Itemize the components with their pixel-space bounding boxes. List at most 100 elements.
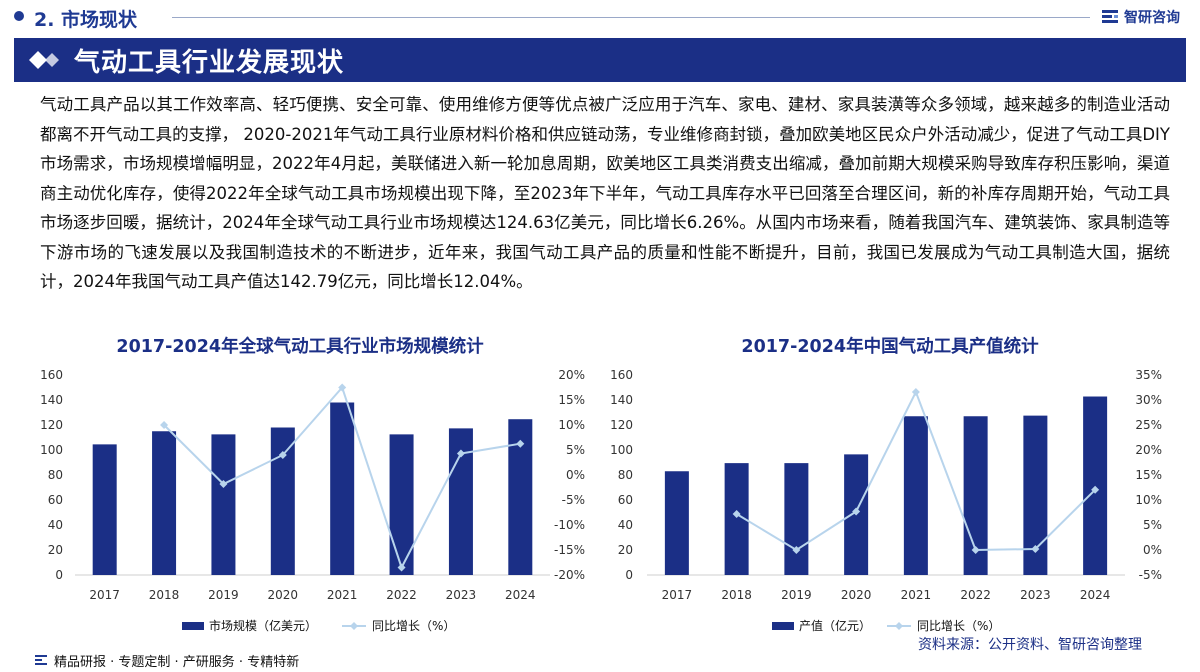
left-axis-tick-label: 0 [55,568,63,582]
growth-point [971,546,980,554]
growth-point [792,546,801,554]
right-axis-tick-label: 25% [1135,418,1162,432]
right-axis-tick-label: 30% [1135,393,1162,407]
bar [330,402,355,575]
x-axis-tick-label: 2019 [208,588,239,602]
x-axis-tick-label: 2017 [662,588,693,602]
x-axis-tick-label: 2018 [149,588,180,602]
x-axis-tick-label: 2022 [386,588,417,602]
growth-point [338,383,347,392]
x-axis-tick-label: 2019 [781,588,812,602]
diamond-bullets-icon [29,51,59,69]
left-axis-tick-label: 160 [610,368,633,382]
right-axis-tick-label: 20% [1135,443,1162,457]
right-axis-tick-label: 5% [566,443,585,457]
x-axis-tick-label: 2020 [841,588,872,602]
growth-point [911,388,920,396]
left-axis-tick-label: 40 [618,518,633,532]
left-axis-tick-label: 100 [610,443,633,457]
left-axis-tick-label: 20 [48,543,63,557]
x-axis-tick-label: 2023 [446,588,477,602]
right-axis-tick-label: -5% [562,493,585,507]
x-axis-tick-label: 2024 [505,588,536,602]
title-banner: 气动工具行业发展现状 [14,38,1186,82]
left-axis-tick-label: 100 [40,443,63,457]
legend-line-label: 同比增长（%） [372,619,455,633]
source-note: 资料来源：公开资料、智研咨询整理 [918,637,1142,653]
x-axis-tick-label: 2020 [268,588,299,602]
growth-point [852,507,861,516]
brand-logo: 智研咨询 [1100,6,1180,28]
right-axis-tick-label: 0% [1143,543,1162,557]
growth-point [1031,545,1040,553]
right-axis-tick-label: 10% [1135,493,1162,507]
bar [211,434,236,575]
legend-bar-swatch [182,622,204,630]
growth-point [397,563,406,572]
growth-point [278,451,287,459]
chart-global-market: 0 20 40 60 80 100 120 140 160 -20% -15% -10% -5% 0% 5%… [40,368,585,633]
footer-logo-icon [35,655,47,665]
right-axis-tick-label: 5% [1143,518,1162,532]
legend-bar-label: 市场规模（亿美元） [209,618,317,633]
x-axis-tick-label: 2024 [1080,588,1111,602]
growth-point [516,439,525,448]
right-axis-tick-label: -20% [554,568,585,582]
right-axis-tick-label: -15% [554,543,585,557]
brand-name: 智研咨询 [1124,10,1180,26]
x-axis-tick-label: 2021 [327,588,358,602]
bar [270,427,295,575]
growth-point [456,449,465,458]
left-axis-tick-label: 140 [610,393,633,407]
growth-point [160,421,169,429]
left-axis-tick-label: 60 [48,493,63,507]
growth-point [1091,485,1100,494]
growth-point [732,510,741,518]
legend-line-marker [895,622,903,630]
footer-text: 精品研报 · 专题定制 · 产研服务 · 专精特新 [54,654,300,670]
legend-bar-label: 产值（亿元） [799,618,871,633]
body-paragraph: 气动工具产品以其工作效率高、轻巧便携、安全可靠、使用维修方便等优点被广泛应用于汽… [40,95,1170,291]
left-axis-tick-label: 80 [48,468,63,482]
x-axis-tick-label: 2017 [89,588,120,602]
bar [664,471,689,575]
right-axis-tick-label: 15% [1135,468,1162,482]
bar [389,434,414,575]
left-axis-tick-label: 80 [618,468,633,482]
header-divider [172,17,1090,18]
legend-line-marker [350,622,358,630]
top-bar: 2. 市场现状 智研咨询 [0,0,1200,36]
brand-mark-icon [1102,10,1118,23]
bar [784,463,809,575]
right-axis-tick-label: 10% [558,418,585,432]
left-axis-tick-label: 40 [48,518,63,532]
legend-line-label: 同比增长（%） [917,619,1000,633]
bar [903,416,928,575]
bar [1083,396,1108,575]
right-axis-tick-label: 15% [558,393,585,407]
left-axis-tick-label: 120 [40,418,63,432]
bar [92,444,117,575]
x-axis-tick-label: 2023 [1020,588,1051,602]
section-dot-icon [14,11,24,21]
left-axis-tick-label: 0 [625,568,633,582]
page-title: 气动工具行业发展现状 [74,47,345,78]
bar [152,431,177,575]
x-axis-tick-label: 2021 [901,588,932,602]
left-axis-tick-label: 60 [618,493,633,507]
left-axis-tick-label: 160 [40,368,63,382]
legend-bar-swatch [772,622,794,630]
left-axis-tick-label: 20 [618,543,633,557]
chart-title-china: 2017-2024年中国气动工具产值统计 [741,337,1039,357]
right-axis-tick-label: -10% [554,518,585,532]
left-axis-tick-label: 140 [40,393,63,407]
section-label: 2. 市场现状 [34,9,138,31]
growth-point [219,480,228,488]
left-axis-tick-label: 120 [610,418,633,432]
right-axis-tick-label: 35% [1135,368,1162,382]
footer: 精品研报 · 专题定制 · 产研服务 · 专精特新 [0,648,1200,672]
chart-china-output: 0 20 40 60 80 100 120 140 160 -5% 0% 5% 10% 15% 20% 25%… [610,368,1162,633]
chart-title-global: 2017-2024年全球气动工具行业市场规模统计 [116,337,484,357]
right-axis-tick-label: 20% [558,368,585,382]
x-axis-tick-label: 2018 [721,588,752,602]
